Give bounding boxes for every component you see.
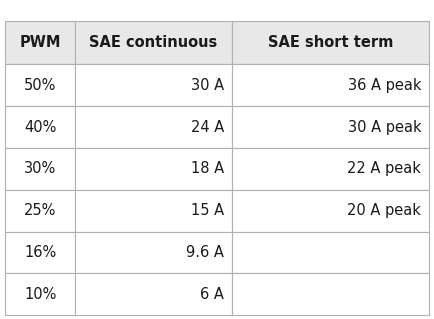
Bar [5,232,75,273]
Bar [232,64,429,106]
Text: 18 A: 18 A [191,161,224,176]
Text: 15 A: 15 A [191,203,224,218]
Text: 6 A: 6 A [201,287,224,302]
Text: 24 A: 24 A [191,120,224,135]
Bar [5,106,75,148]
Text: SAE continuous: SAE continuous [89,35,217,50]
Bar [5,190,75,232]
Bar [5,21,75,64]
Text: 30 A peak: 30 A peak [348,120,421,135]
Bar [232,190,429,232]
Text: PWM: PWM [20,35,61,50]
Bar [232,273,429,315]
Text: 30 A: 30 A [191,78,224,93]
Bar [75,273,232,315]
Bar [5,273,75,315]
Text: 9.6 A: 9.6 A [186,245,224,260]
Bar [75,148,232,190]
Text: 30%: 30% [24,161,56,176]
Text: 10%: 10% [24,287,56,302]
Text: 20 A peak: 20 A peak [347,203,421,218]
Bar [75,106,232,148]
Bar [232,232,429,273]
Text: 25%: 25% [24,203,56,218]
Text: 50%: 50% [24,78,56,93]
Text: 22 A peak: 22 A peak [347,161,421,176]
Text: 40%: 40% [24,120,56,135]
Bar [232,106,429,148]
Bar [75,190,232,232]
Text: 36 A peak: 36 A peak [348,78,421,93]
Bar [75,232,232,273]
Bar [75,21,232,64]
Bar [5,64,75,106]
Text: SAE short term: SAE short term [268,35,393,50]
Bar [232,21,429,64]
Text: 16%: 16% [24,245,56,260]
Bar [232,148,429,190]
Bar [75,64,232,106]
Bar [5,148,75,190]
